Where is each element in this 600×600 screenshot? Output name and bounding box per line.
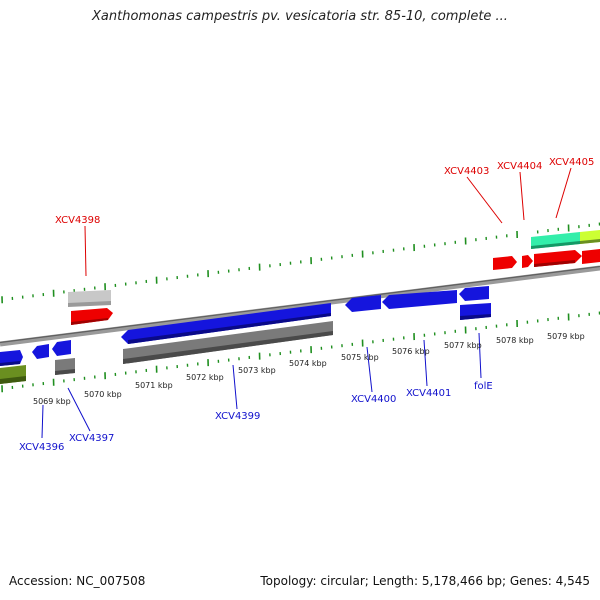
gene-blue-upper[interactable]: [459, 286, 489, 301]
tick-track-bottom: [1, 311, 600, 393]
gene-label-xcv4398[interactable]: XCV4398: [55, 215, 100, 226]
kbp-label: 5077 kbp: [444, 341, 482, 350]
gene-label-xcv4399[interactable]: XCV4399: [215, 411, 260, 422]
gene-red-edge[interactable]: [582, 249, 600, 264]
kbp-label: 5070 kbp: [84, 390, 122, 399]
gene-xcv4397[interactable]: [52, 340, 71, 356]
gene-lime[interactable]: [580, 230, 600, 244]
gene-label-xcv4405[interactable]: XCV4405: [549, 157, 594, 168]
gene-lightgray[interactable]: [68, 290, 111, 307]
gene-label-xcv4397[interactable]: XCV4397: [69, 433, 114, 444]
gene-xcv4398[interactable]: [71, 308, 113, 325]
gene-xcv4399[interactable]: [121, 303, 331, 344]
gene-label-xcv4400[interactable]: XCV4400: [351, 394, 396, 405]
kbp-label: 5076 kbp: [392, 347, 430, 356]
gene-label-xcv4401[interactable]: XCV4401: [406, 388, 451, 399]
gene-label-xcv4396[interactable]: XCV4396: [19, 442, 64, 453]
gene-xcv4400[interactable]: [345, 295, 381, 312]
kbp-label: 5074 kbp: [289, 359, 327, 368]
tick-track-top: [1, 222, 600, 304]
kbp-labels: 5069 kbp 5070 kbp 5071 kbp 5072 kbp 5073…: [33, 332, 585, 406]
gene-label-fole[interactable]: folE: [474, 381, 493, 392]
kbp-label: 5072 kbp: [186, 373, 224, 382]
backbone: [0, 265, 600, 347]
accession-text: Accession: NC_007508: [9, 574, 146, 588]
gene-xcv4403[interactable]: [493, 256, 517, 270]
kbp-label: 5069 kbp: [33, 397, 71, 406]
gene-track-upper: [68, 230, 600, 325]
map-title: Xanthomonas campestris pv. vesicatoria s…: [92, 9, 508, 24]
gene-xcv4396[interactable]: [32, 344, 49, 359]
gene-label-xcv4403[interactable]: XCV4403: [444, 166, 489, 177]
gene-xcv4401[interactable]: [382, 290, 457, 309]
gene-olive-left[interactable]: [0, 365, 26, 384]
gene-xcv4404[interactable]: [522, 255, 533, 268]
gene-aqua[interactable]: [531, 232, 580, 249]
gene-label-xcv4404[interactable]: XCV4404: [497, 161, 542, 172]
gene-blue-left[interactable]: [0, 350, 23, 366]
gene-fole[interactable]: [460, 303, 491, 320]
kbp-label: 5071 kbp: [135, 381, 173, 390]
kbp-label: 5078 kbp: [496, 336, 534, 345]
gene-gray-long[interactable]: [123, 321, 333, 364]
gene-track-lower: [0, 286, 491, 384]
kbp-label: 5079 kbp: [547, 332, 585, 341]
label-pointers: [41, 167, 572, 439]
kbp-label: 5073 kbp: [238, 366, 276, 375]
genome-summary-text: Topology: circular; Length: 5,178,466 bp…: [260, 574, 590, 588]
gene-gray-small[interactable]: [55, 358, 75, 375]
gene-xcv4405[interactable]: [534, 250, 582, 267]
gene-name-labels: XCV4398 XCV4403 XCV4404 XCV4405 XCV4396 …: [19, 157, 594, 453]
kbp-label: 5075 kbp: [341, 353, 379, 362]
